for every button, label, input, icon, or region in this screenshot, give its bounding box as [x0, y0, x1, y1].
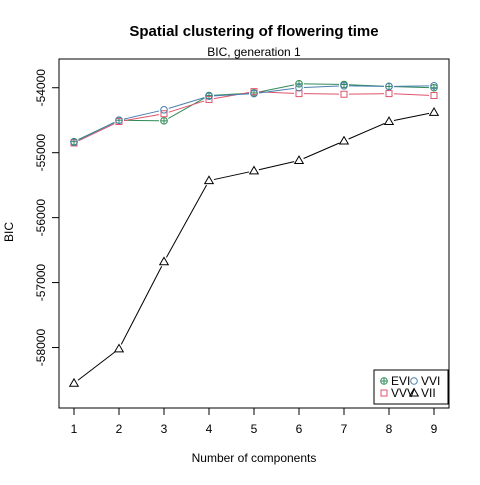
data-point — [160, 106, 168, 114]
data-point — [428, 107, 440, 116]
series-line-segment — [78, 121, 115, 141]
series-line-segment — [213, 171, 250, 181]
data-point — [160, 117, 168, 125]
legend-marker — [408, 387, 420, 397]
series-line-segment — [165, 184, 208, 258]
series-line-segment — [168, 97, 205, 119]
chart-subtitle: BIC, generation 1 — [207, 45, 301, 59]
x-tick-label: 8 — [386, 422, 393, 436]
data-point — [383, 116, 395, 126]
data-point — [430, 92, 438, 100]
x-tick-label: 3 — [161, 422, 168, 436]
series-line-segment — [213, 93, 250, 97]
legend-label: VVI — [421, 374, 440, 388]
legend-marker — [380, 377, 388, 385]
series-line-segment — [168, 100, 205, 113]
series-line-segment — [78, 123, 115, 142]
data-point — [340, 81, 348, 90]
data-point — [338, 135, 350, 145]
series-line-segment — [258, 87, 295, 94]
legend-marker — [410, 377, 418, 385]
legend-item-vii: VII — [408, 386, 436, 400]
plot-frame — [58, 58, 450, 409]
series-line-segment — [120, 266, 163, 345]
data-point — [205, 95, 213, 103]
series-line-segment — [393, 112, 430, 122]
series-line-segment — [348, 85, 385, 87]
y-tick-label: -58000 — [34, 329, 48, 367]
data-point — [430, 83, 438, 92]
chart-title: Spatial clustering of flowering time — [129, 23, 378, 40]
data-point — [205, 92, 213, 100]
data-point — [293, 155, 305, 164]
series-line-segment — [123, 110, 160, 120]
series-line-segment — [303, 142, 340, 159]
data-point — [115, 116, 123, 125]
series-vvi — [70, 81, 438, 147]
data-point — [70, 138, 78, 147]
data-point — [385, 82, 393, 91]
x-tick-label: 6 — [296, 422, 303, 436]
x-tick-label: 9 — [431, 422, 438, 436]
x-axis-label: Number of components — [192, 451, 317, 465]
y-tick-label: -56000 — [34, 199, 48, 237]
series-line-segment — [303, 85, 340, 89]
series-layer — [68, 80, 440, 387]
series-line-segment — [168, 97, 205, 109]
series-line-segment — [393, 85, 430, 87]
series-line-segment — [77, 351, 116, 381]
data-point — [340, 90, 348, 98]
legend-marker — [380, 389, 388, 397]
x-tick-label: 2 — [116, 422, 123, 436]
legend-label: VII — [421, 386, 436, 400]
series-line-segment — [258, 161, 295, 171]
series-line-segment — [348, 123, 385, 140]
x-tick-label: 7 — [341, 422, 348, 436]
x-tick-label: 1 — [71, 422, 78, 436]
y-tick-label: -57000 — [34, 264, 48, 302]
y-tick-label: -55000 — [34, 134, 48, 172]
x-tick-label: 5 — [251, 422, 258, 436]
data-point — [158, 256, 170, 266]
legend-item-evi: EVI — [380, 374, 410, 388]
axis-ticks: 1 2 3 4 5 6 7 8 9 -54000 -55000 -56000 -57000 -58000 — [34, 69, 438, 436]
data-point — [160, 110, 168, 118]
data-point — [68, 377, 80, 387]
series-line-segment — [123, 114, 160, 122]
series-line-segment — [258, 84, 295, 93]
data-point — [430, 81, 438, 90]
legend-label: EVI — [391, 374, 410, 388]
data-point — [295, 80, 303, 88]
data-point — [250, 89, 258, 98]
series-line-segment — [348, 93, 385, 95]
data-point — [113, 343, 125, 353]
data-point — [385, 90, 393, 98]
y-axis-label: BIC — [2, 222, 16, 242]
data-point — [203, 175, 215, 185]
legend-box — [373, 369, 449, 405]
series-line-segment — [123, 119, 160, 122]
data-point — [295, 83, 303, 92]
legend-item-vvi: VVI — [410, 374, 440, 388]
series-vii — [68, 107, 440, 387]
series-line-segment — [213, 91, 250, 100]
x-tick-label: 4 — [206, 422, 213, 436]
y-tick-label: -54000 — [34, 69, 48, 107]
series-line-segment — [393, 93, 430, 96]
series-line-segment — [303, 93, 340, 95]
data-point — [248, 165, 260, 175]
series-line-segment — [303, 83, 340, 85]
